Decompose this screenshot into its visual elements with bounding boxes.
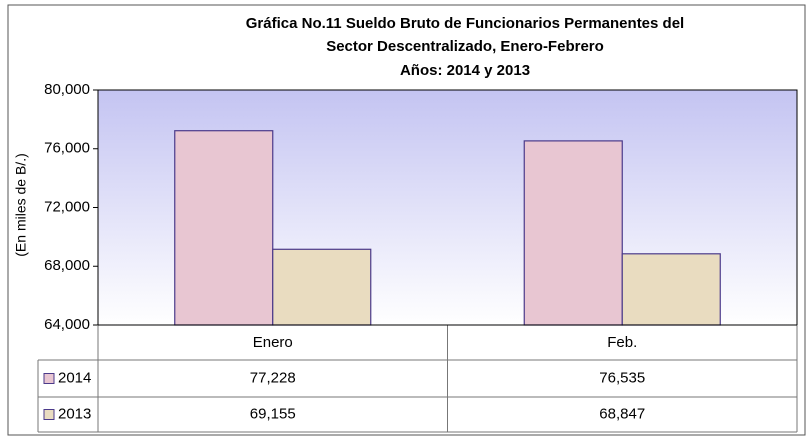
y-tick-label: 64,000 [44,316,90,333]
table-value: 77,228 [250,369,296,386]
legend-swatch [43,373,55,384]
chart-title: Sector Descentralizado, Enero-Febrero [326,38,604,55]
legend-label: 2014 [58,369,91,386]
table-value: 76,535 [599,369,645,386]
chart-title: Gráfica No.11 Sueldo Bruto de Funcionari… [246,15,684,32]
y-tick-label: 76,000 [44,140,90,157]
table-value: 68,847 [599,405,645,422]
bar [272,248,372,326]
y-axis-label: (En miles de B/.) [13,153,29,256]
table-value: 69,155 [250,405,296,422]
y-tick-label: 72,000 [44,198,90,215]
chart-title: Años: 2014 y 2013 [400,62,530,79]
legend-label: 2013 [58,405,91,422]
bar [174,130,274,326]
y-tick-label: 80,000 [44,81,90,98]
bar [621,253,721,326]
bar [523,140,623,326]
legend-swatch [43,409,55,420]
x-tick-label: Feb. [607,334,637,351]
x-tick-label: Enero [253,334,293,351]
y-tick-label: 68,000 [44,257,90,274]
